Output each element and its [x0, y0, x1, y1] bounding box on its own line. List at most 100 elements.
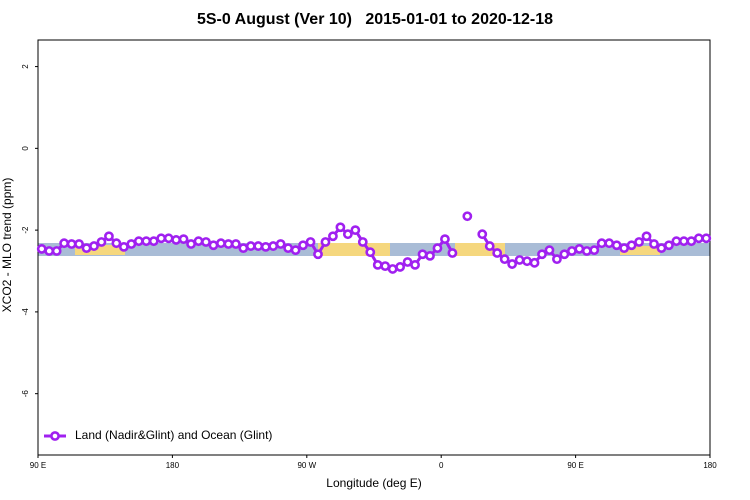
- data-point: [74, 239, 84, 249]
- data-point: [313, 249, 323, 260]
- data-point: [178, 234, 189, 245]
- data-point: [462, 211, 473, 222]
- data-point: [566, 246, 577, 256]
- data-point: [305, 237, 316, 247]
- data-point: [275, 239, 286, 249]
- data-point: [328, 231, 338, 242]
- data-point: [253, 241, 264, 251]
- data-point: [447, 248, 458, 258]
- data-point: [201, 237, 211, 247]
- data-point: [477, 229, 488, 240]
- data-point: [342, 229, 353, 240]
- data-point: [402, 257, 413, 267]
- data-point: [171, 235, 182, 245]
- data-point: [133, 236, 144, 247]
- data-point: [537, 249, 547, 260]
- data-point: [417, 249, 428, 260]
- data-point: [268, 241, 279, 251]
- y-tick-label: -6: [21, 390, 30, 398]
- x-axis-label: Longitude (deg E): [326, 476, 421, 490]
- legend-marker: [50, 431, 60, 441]
- x-tick-label: 180: [703, 461, 717, 470]
- data-point: [432, 243, 443, 254]
- data-point: [596, 238, 607, 249]
- data-point: [611, 240, 622, 251]
- data-point: [678, 236, 689, 247]
- data-point: [260, 241, 271, 252]
- legend-label: Land (Nadir&Glint) and Ocean (Glint): [75, 428, 272, 442]
- data-point: [335, 222, 346, 233]
- data-point: [671, 236, 682, 247]
- x-tick-label: 90 E: [567, 461, 583, 470]
- data-point: [514, 255, 525, 265]
- data-point: [626, 240, 637, 251]
- data-point: [581, 246, 592, 256]
- land-patch: [75, 245, 125, 255]
- data-point: [604, 238, 615, 249]
- data-point: [410, 259, 420, 270]
- data-point: [484, 241, 495, 251]
- data-point: [641, 231, 652, 242]
- y-tick-label: 2: [21, 64, 30, 69]
- data-point: [148, 236, 159, 247]
- data-point: [51, 246, 62, 256]
- data-point: [223, 239, 234, 249]
- data-point: [656, 243, 667, 254]
- data-point: [59, 238, 70, 249]
- x-tick-label: 90 E: [30, 461, 46, 470]
- data-point: [245, 241, 256, 251]
- data-point: [104, 231, 114, 242]
- data-point: [193, 236, 204, 247]
- x-tick-label: 90 W: [297, 461, 316, 470]
- data-point: [298, 240, 308, 251]
- data-point: [320, 237, 331, 247]
- data-point: [36, 244, 47, 254]
- data-point: [81, 243, 92, 254]
- data-point: [529, 257, 540, 268]
- data-point: [216, 238, 226, 249]
- data-point: [387, 264, 398, 274]
- data-point: [283, 243, 294, 254]
- data-point: [574, 244, 585, 254]
- data-point: [208, 240, 219, 251]
- y-tick-label: 0: [21, 146, 30, 151]
- data-point: [163, 233, 174, 244]
- data-point: [357, 237, 368, 247]
- data-point: [552, 254, 562, 265]
- chart-title: 5S-0 August (Ver 10) 2015-01-01 to 2020-…: [197, 11, 553, 28]
- data-point: [238, 243, 249, 254]
- y-tick-label: -4: [21, 308, 30, 316]
- x-tick-label: 0: [439, 461, 444, 470]
- x-tick-label: 180: [166, 461, 180, 470]
- data-point: [440, 234, 450, 245]
- data-point: [350, 225, 361, 236]
- data-point: [686, 236, 697, 247]
- data-point: [380, 261, 391, 272]
- data-point: [522, 256, 532, 267]
- data-point: [111, 238, 122, 249]
- data-point: [664, 240, 674, 251]
- data-point: [395, 262, 406, 272]
- land-patch: [620, 246, 660, 255]
- data-point: [499, 254, 510, 265]
- data-point: [66, 239, 77, 249]
- data-point: [559, 249, 570, 260]
- data-point: [425, 250, 435, 261]
- data-point: [589, 245, 600, 256]
- data-point: [230, 239, 241, 249]
- data-point: [693, 233, 704, 244]
- data-point: [701, 233, 712, 244]
- data-point: [96, 237, 107, 247]
- data-point: [649, 239, 659, 249]
- data-point: [290, 245, 301, 256]
- data-point: [619, 243, 630, 254]
- data-point: [118, 241, 129, 252]
- data-point: [126, 239, 137, 249]
- data-point: [634, 237, 644, 247]
- data-point: [492, 248, 503, 258]
- data-point: [507, 259, 518, 269]
- data-point: [372, 259, 383, 270]
- y-axis-label: XCO2 - MLO trend (ppm): [0, 178, 14, 313]
